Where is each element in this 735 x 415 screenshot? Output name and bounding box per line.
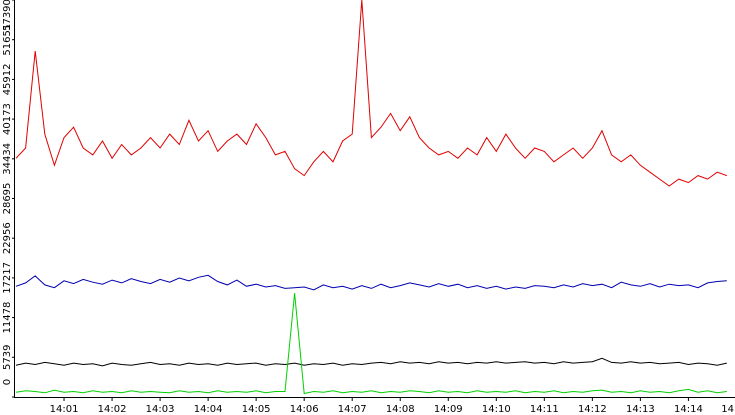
x-tick-label: 14:03 [146,404,175,415]
y-tick-label: 22956 [2,222,13,254]
y-tick-label: 34434 [2,143,13,175]
x-tick-label: 14:12 [578,404,607,415]
series-line [15,293,727,395]
y-tick-label: 40173 [2,103,13,135]
series-line [15,274,727,291]
y-tick-label: 57390 [2,0,13,31]
x-tick-label: 14:08 [386,404,415,415]
series-line [15,0,727,187]
y-tick-label: 45912 [2,63,13,95]
y-tick-label: 0 [2,379,13,385]
y-tick-label: 11478 [2,302,13,334]
y-tick-label: 28695 [2,183,13,215]
y-tick-label: 51651 [2,24,13,56]
x-tick-label: 14:06 [290,404,319,415]
x-tick-label: 14:11 [530,404,559,415]
y-tick-label: 5739 [2,345,13,370]
x-tick-label: 14:05 [242,404,271,415]
series-line [15,357,727,367]
x-tick-label: 14:01 [50,404,79,415]
x-tick-label: 14:07 [338,404,367,415]
y-tick-label: 17217 [2,262,13,294]
x-tick-label: 14 [721,404,734,415]
x-tick-label: 14:10 [482,404,511,415]
x-tick-label: 14:09 [434,404,463,415]
x-tick-label: 14:04 [194,404,223,415]
x-tick-label: 14:13 [626,404,655,415]
x-tick-label: 14:14 [674,404,703,415]
x-tick-label: 14:02 [98,404,127,415]
